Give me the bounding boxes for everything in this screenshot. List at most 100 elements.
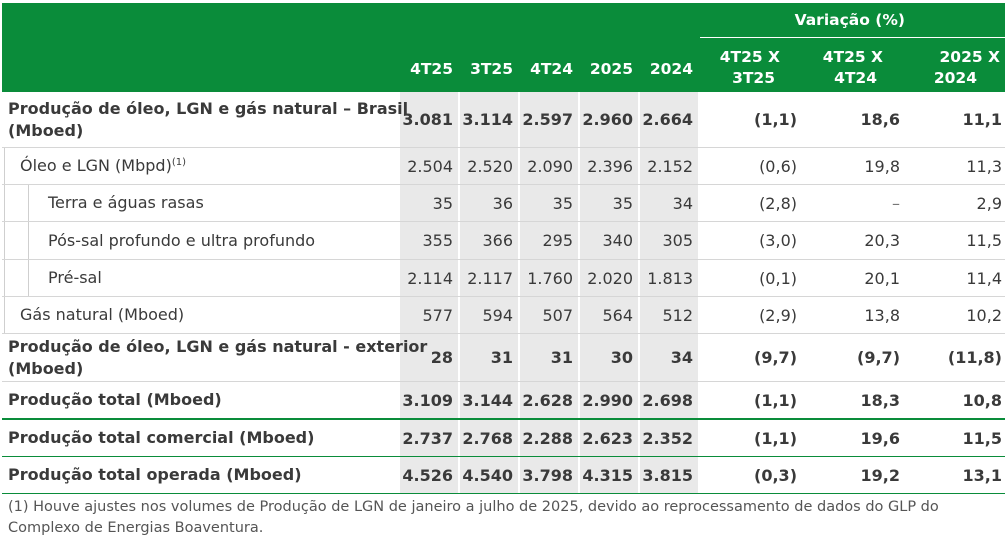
row-label: Gás natural (Mboed) <box>20 305 185 324</box>
cell-value: 20,3 <box>864 231 900 250</box>
table-row: Pré-sal 2.114 2.117 1.760 2.020 1.813 (0… <box>2 260 1005 296</box>
cell-value: 4.526 <box>402 465 453 485</box>
cell-value: 18,6 <box>860 110 900 129</box>
cell-value: 340 <box>602 231 633 250</box>
footnote-ref: (1) <box>171 157 186 168</box>
cell-value: 2.768 <box>462 428 513 448</box>
table-row: Pós-sal profundo e ultra profundo 355 36… <box>2 222 1005 259</box>
cell-value: 3.798 <box>522 465 573 485</box>
cell-value: 31 <box>550 348 573 367</box>
table-row: Gás natural (Mboed) 577 594 507 564 512 … <box>2 297 1005 333</box>
col-header-4t25: 4T25 <box>410 60 453 78</box>
cell-value: 594 <box>482 305 513 325</box>
cell-value: 295 <box>542 231 573 250</box>
table-header: Variação (%) 4T25 3T25 4T24 2025 2024 4T… <box>2 3 1005 92</box>
cell-value: 512 <box>662 305 693 325</box>
cell-value: 19,6 <box>860 428 900 448</box>
cell-value: 13,8 <box>864 305 900 325</box>
col-header-4t24: 4T24 <box>530 60 573 78</box>
cell-value: 2.520 <box>467 156 513 176</box>
cell-value: 4.540 <box>462 465 513 485</box>
cell-value: 2.117 <box>467 268 513 288</box>
cell-value: 20,1 <box>864 268 900 288</box>
var-header-3-line1: 2025 X <box>939 48 1001 66</box>
row-label: Produção total operada (Mboed) <box>8 465 302 484</box>
cell-value: 35 <box>432 193 453 213</box>
cell-value: 34 <box>670 348 693 367</box>
row-label-line2: (Mboed) <box>8 358 84 378</box>
variation-title: Variação (%) <box>794 11 905 29</box>
col-header-2025: 2025 <box>589 60 633 78</box>
cell-value: 564 <box>602 305 633 325</box>
cell-value: 18,3 <box>860 390 900 410</box>
table-row: Produção de óleo, LGN e gás natural – Br… <box>2 92 1005 147</box>
cell-value: 3.114 <box>462 110 513 129</box>
cell-value: 31 <box>490 348 513 367</box>
row-label: Pós-sal profundo e ultra profundo <box>48 230 316 250</box>
cell-value: (1,1) <box>754 110 797 129</box>
table-row: Óleo e LGN (Mbpd) (1) 2.504 2.520 2.090 2… <box>2 148 1005 184</box>
table-row: Produção total comercial (Mboed) 2.737 2… <box>2 420 1005 456</box>
cell-value: 34 <box>672 193 693 213</box>
cell-value: (1,1) <box>754 428 797 448</box>
col-header-2024: 2024 <box>649 60 693 78</box>
cell-value: 2.352 <box>642 428 693 448</box>
cell-value: 4.315 <box>582 465 633 485</box>
table-row: Produção total (Mboed) 3.109 3.144 2.628… <box>2 382 1005 418</box>
cell-value: 2.396 <box>587 156 633 176</box>
cell-value: 3.081 <box>402 110 453 129</box>
cell-value: 3.109 <box>402 390 453 410</box>
cell-value: 1.760 <box>527 268 573 288</box>
cell-value: 19,8 <box>864 156 900 176</box>
cell-value: 305 <box>662 231 693 250</box>
cell-value: 1.813 <box>647 268 693 288</box>
row-label-line1: Produção de óleo, LGN e gás natural – Br… <box>8 98 409 118</box>
cell-value: 2.623 <box>582 428 633 448</box>
var-header-2-line2: 4T24 <box>834 69 877 87</box>
cell-value: (0,3) <box>754 465 797 485</box>
cell-value: (9,7) <box>754 348 797 367</box>
cell-value: 10,8 <box>962 390 1002 410</box>
var-header-3-line2: 2024 <box>933 69 977 87</box>
cell-value: 2.990 <box>582 390 633 410</box>
row-label-line2: (Mboed) <box>8 120 84 140</box>
cell-value: 11,1 <box>962 110 1002 129</box>
cell-value: 3.815 <box>642 465 693 485</box>
footnote: (1) Houve ajustes nos volumes de Produçã… <box>8 499 939 536</box>
cell-value: 11,3 <box>966 156 1002 176</box>
cell-value: (3,0) <box>759 231 797 250</box>
cell-value: 13,1 <box>962 465 1002 485</box>
cell-value: 30 <box>610 348 633 367</box>
cell-value: 2.020 <box>587 268 633 288</box>
cell-value: 2.698 <box>642 390 693 410</box>
row-label: Produção de óleo, LGN e gás natural – Br… <box>8 92 408 147</box>
row-label: Terra e águas rasas <box>48 193 204 212</box>
cell-value: 2,9 <box>976 193 1002 213</box>
cell-value: 10,2 <box>966 305 1002 325</box>
cell-value: 11,5 <box>962 428 1002 448</box>
cell-value: 2.152 <box>647 156 693 176</box>
cell-value: 2.664 <box>642 110 693 129</box>
cell-value: (9,7) <box>857 348 900 367</box>
var-header-2-line1: 4T25 X <box>822 48 883 66</box>
var-header-1-line1: 4T25 X <box>719 48 780 66</box>
cell-value: 36 <box>492 193 513 213</box>
cell-value: 577 <box>422 305 453 325</box>
cell-value: 19,2 <box>860 465 900 485</box>
cell-value: 2.628 <box>522 390 573 410</box>
cell-value: – <box>892 193 900 213</box>
cell-value: 2.090 <box>527 156 573 176</box>
row-label: Óleo e LGN (Mbpd) (1) <box>20 148 186 184</box>
cell-value: 366 <box>482 231 513 250</box>
table-row: Produção total operada (Mboed) 4.526 4.5… <box>2 457 1005 493</box>
cell-value: (11,8) <box>947 348 1002 367</box>
table-row: Produção de óleo, LGN e gás natural - ex… <box>2 334 1005 381</box>
cell-value: 2.737 <box>402 428 453 448</box>
cell-value: 2.960 <box>582 110 633 129</box>
cell-value: 507 <box>542 305 573 325</box>
col-header-3t25: 3T25 <box>470 60 513 78</box>
cell-value: 35 <box>552 193 573 213</box>
row-label-line1: Produção de óleo, LGN e gás natural - ex… <box>8 336 428 356</box>
cell-value: 28 <box>430 348 453 367</box>
cell-value: (0,1) <box>759 268 797 288</box>
